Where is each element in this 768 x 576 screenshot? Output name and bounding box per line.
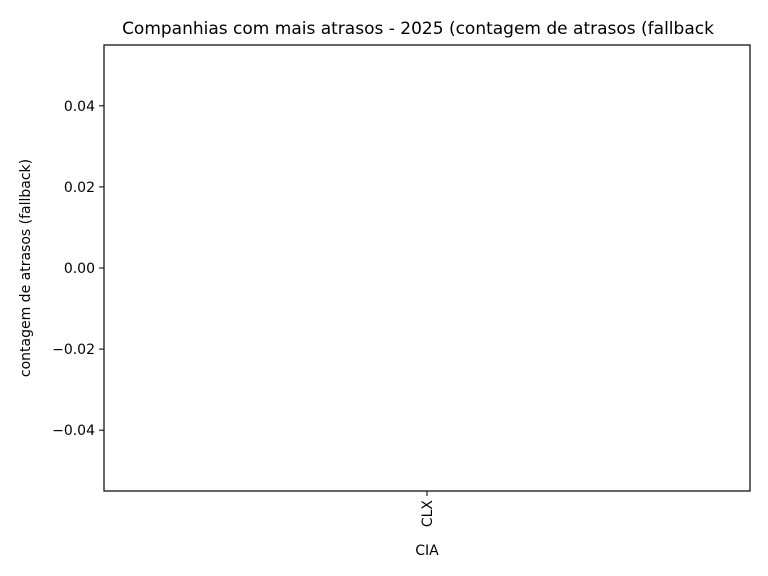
y-axis-label: contagem de atrasos (fallback) [18,159,34,377]
y-tick-label: 0.00 [64,261,95,277]
chart-title: Companhias com mais atrasos - 2025 (cont… [122,19,714,39]
y-tick-label: −0.04 [52,423,95,439]
y-tick-label: 0.02 [64,180,95,196]
y-axis-ticks: −0.04 −0.02 0.00 0.02 0.04 [52,99,104,439]
x-axis-ticks: CLX [420,491,436,527]
y-tick-label: −0.02 [52,342,95,358]
plot-area-frame [103,44,751,492]
x-tick-label: CLX [420,500,436,528]
x-axis-label: CIA [415,543,439,559]
y-tick-label: 0.04 [64,99,95,115]
